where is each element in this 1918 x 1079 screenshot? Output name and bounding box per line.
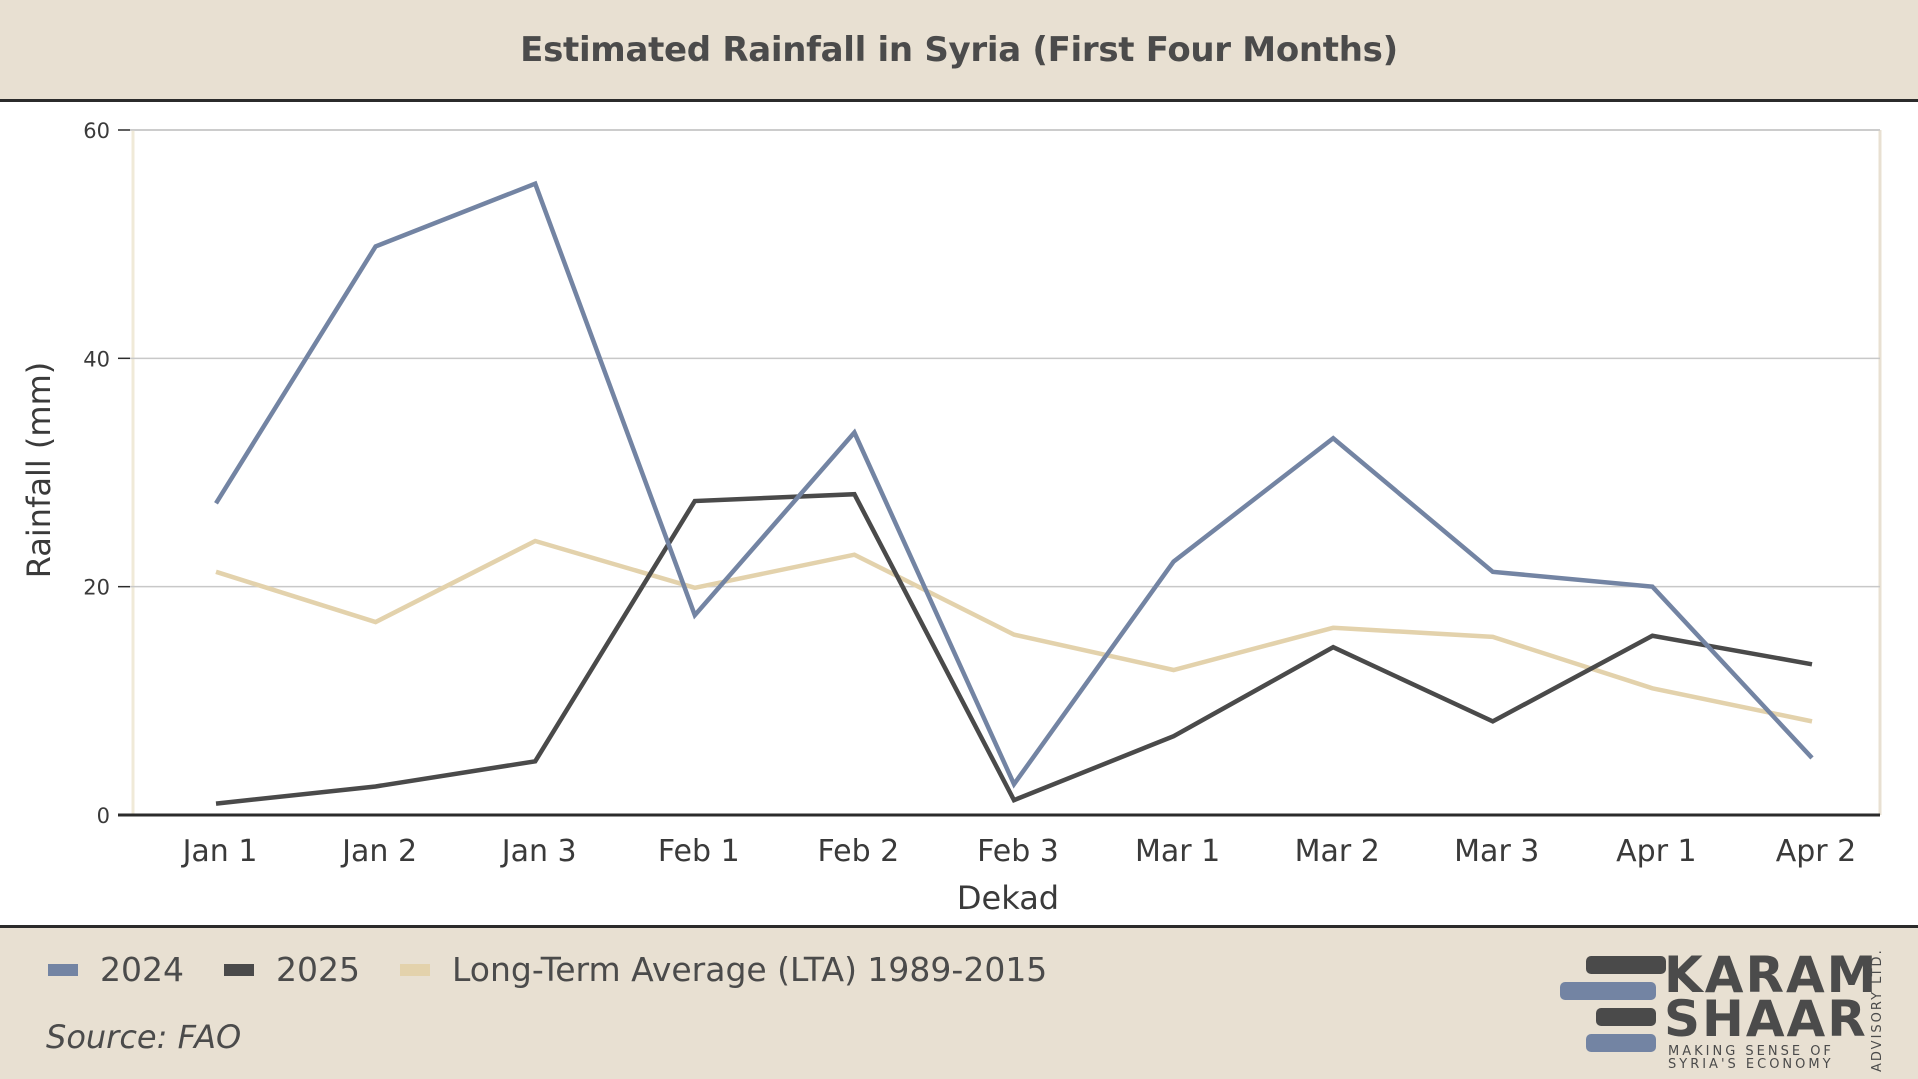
x-tick-label: Jan 1 <box>181 834 258 869</box>
legend-swatch-lta <box>399 963 430 976</box>
logo-tagline-1: MAKING SENSE OF <box>1668 1044 1834 1059</box>
y-tick-label: 0 <box>97 804 110 828</box>
series-line-2025 <box>215 491 1813 806</box>
logo-word-shaar: SHAAR <box>1664 990 1868 1048</box>
legend: 2024 2025 Long-Term Average (LTA) 1989-2… <box>48 950 1087 989</box>
y-tick-label: 40 <box>83 347 110 371</box>
x-axis-title: Dekad <box>957 879 1059 917</box>
source-note: Source: FAO <box>46 1018 242 1056</box>
x-tick-label: Jan 3 <box>500 834 577 869</box>
x-tick-label: Mar 3 <box>1454 834 1539 869</box>
rainfall-line-chart: 0 20 40 60 Jan 1 Jan 2 Jan 3 Feb 1 Feb 2 Feb 3 Mar… <box>20 119 1882 917</box>
legend-label-2024: 2024 <box>100 950 184 989</box>
chart-footer: 2024 2025 Long-Term Average (LTA) 1989-2… <box>0 928 1918 1079</box>
x-tick-label: Jan 2 <box>340 834 417 869</box>
legend-label-2025: 2025 <box>275 950 360 989</box>
x-tick-label: Feb 2 <box>818 834 900 869</box>
x-tick-label: Apr 1 <box>1616 834 1697 869</box>
series-line-lta <box>215 538 1813 724</box>
chart-title: Estimated Rainfall in Syria (First Four … <box>520 29 1398 70</box>
legend-swatch-2025 <box>223 963 254 976</box>
logo-tagline-2: SYRIA'S ECONOMY <box>1668 1057 1834 1072</box>
plot-area: 0 20 40 60 Jan 1 Jan 2 Jan 3 Feb 1 Feb 2 Feb 3 Mar… <box>0 102 1918 928</box>
chart-header: Estimated Rainfall in Syria (First Four … <box>0 0 1918 102</box>
x-tick-label: Apr 2 <box>1776 834 1857 869</box>
logo-side-text: ADVISORY LTD. <box>1870 948 1885 1072</box>
y-tick-label: 60 <box>83 119 110 143</box>
x-tick-label: Feb 3 <box>977 834 1059 869</box>
x-tick-label: Mar 2 <box>1295 834 1380 869</box>
y-tick-label: 20 <box>83 576 110 600</box>
legend-label-lta: Long-Term Average (LTA) 1989-2015 <box>451 950 1048 989</box>
legend-item-2025: 2025 <box>223 950 360 989</box>
legend-item-lta: Long-Term Average (LTA) 1989-2015 <box>399 950 1048 989</box>
x-tick-label: Feb 1 <box>658 834 740 869</box>
x-tick-label: Mar 1 <box>1135 834 1220 869</box>
legend-item-2024: 2024 <box>48 950 184 989</box>
series-line-2024 <box>214 180 1814 789</box>
karam-shaar-logo: KARAM SHAAR MAKING SENSE OF SYRIA'S ECON… <box>1558 946 1898 1072</box>
legend-swatch-2024 <box>48 963 78 976</box>
logo-word-karam: KARAM <box>1664 946 1879 1004</box>
y-axis-title: Rainfall (mm) <box>20 362 58 578</box>
